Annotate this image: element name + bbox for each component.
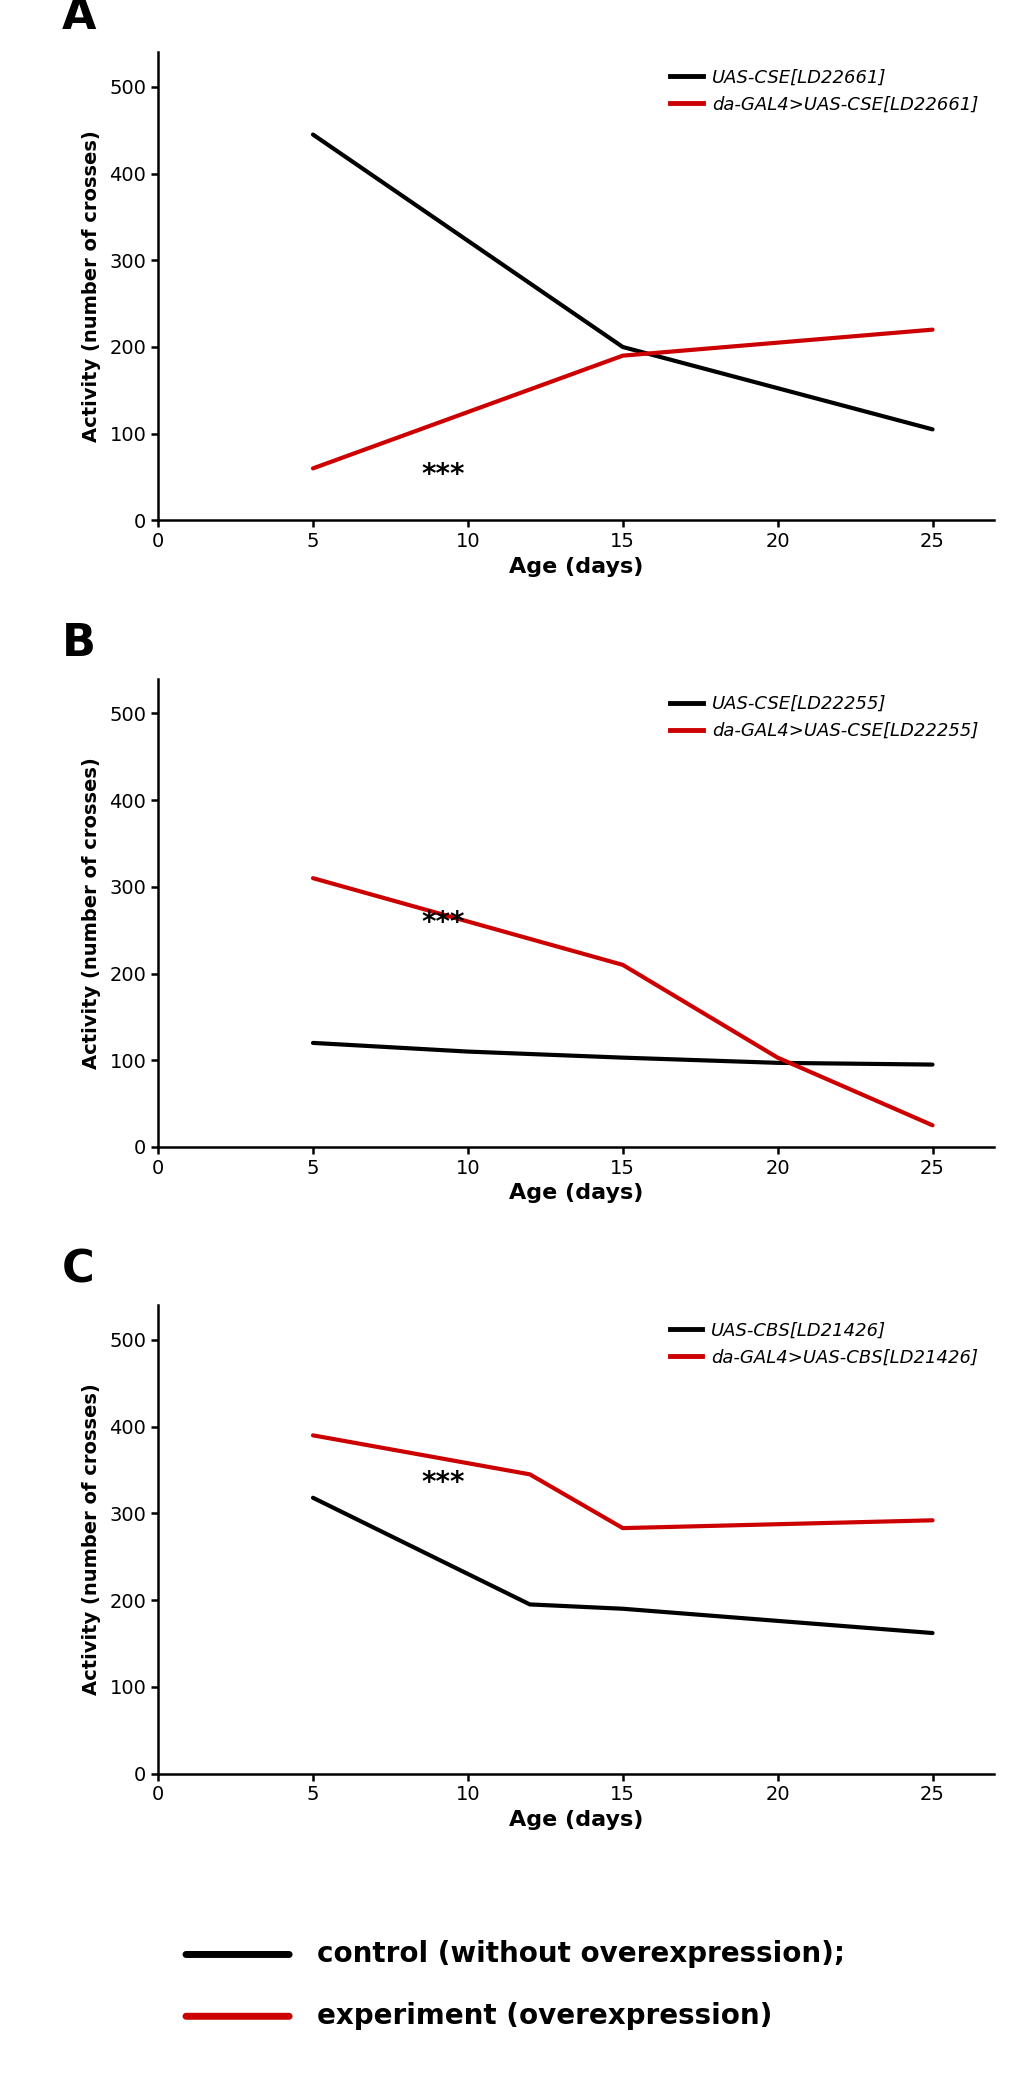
Text: C: C [62, 1248, 95, 1292]
Text: ***: *** [421, 1469, 465, 1496]
Y-axis label: Activity (number of crosses): Activity (number of crosses) [82, 1384, 101, 1695]
Y-axis label: Activity (number of crosses): Activity (number of crosses) [82, 129, 101, 442]
Text: B: B [62, 622, 96, 664]
X-axis label: Age (days): Age (days) [508, 1809, 643, 1830]
Legend: UAS-CSE[LD22255], da-GAL4>UAS-CSE[LD22255]: UAS-CSE[LD22255], da-GAL4>UAS-CSE[LD2225… [662, 689, 984, 747]
X-axis label: Age (days): Age (days) [508, 1183, 643, 1204]
Text: ***: *** [421, 910, 465, 937]
X-axis label: Age (days): Age (days) [508, 557, 643, 576]
Legend: UAS-CBS[LD21426], da-GAL4>UAS-CBS[LD21426]: UAS-CBS[LD21426], da-GAL4>UAS-CBS[LD2142… [662, 1315, 984, 1373]
Text: ***: *** [421, 461, 465, 488]
Legend: UAS-CSE[LD22661], da-GAL4>UAS-CSE[LD22661]: UAS-CSE[LD22661], da-GAL4>UAS-CSE[LD2266… [662, 61, 984, 121]
Text: A: A [62, 0, 97, 38]
Y-axis label: Activity (number of crosses): Activity (number of crosses) [82, 758, 101, 1069]
Text: experiment (overexpression): experiment (overexpression) [317, 2001, 771, 2031]
Text: control (without overexpression);: control (without overexpression); [317, 1941, 844, 1968]
